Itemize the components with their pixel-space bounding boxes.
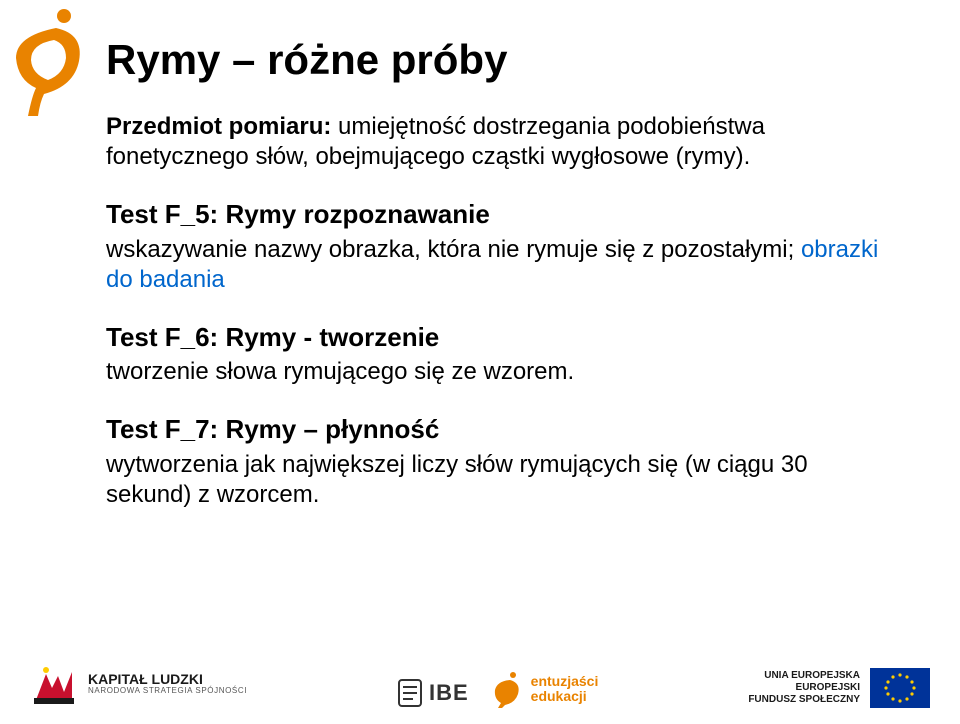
section-head: Test F_5: Rymy rozpoznawanie (106, 198, 896, 231)
eu-flag-icon (870, 668, 930, 708)
footer-right: UNIA EUROPEJSKA EUROPEJSKI FUNDUSZ SPOŁE… (748, 668, 930, 708)
section-f7: Test F_7: Rymy – płynność wytworzenia ja… (106, 413, 896, 510)
intro-lead: Przedmiot pomiaru: (106, 113, 331, 140)
section-detail: tworzenie słowa rymującego się ze wzorem… (106, 357, 896, 387)
section-f6: Test F_6: Rymy - tworzenie tworzenie sło… (106, 321, 896, 388)
section-detail: wskazywanie nazwy obrazka, która nie rym… (106, 235, 896, 295)
footer-left: KAPITAŁ LUDZKI NARODOWA STRATEGIA SPÓJNO… (30, 660, 247, 708)
kapital-ludzki-logo: KAPITAŁ LUDZKI NARODOWA STRATEGIA SPÓJNO… (30, 660, 247, 708)
entuzjasci-logo: entuzjaści edukacji (493, 670, 599, 708)
ibe-icon (397, 678, 423, 708)
footer-bar: KAPITAŁ LUDZKI NARODOWA STRATEGIA SPÓJNO… (0, 628, 960, 708)
slide-title: Rymy – różne próby (106, 36, 896, 84)
content-area: Rymy – różne próby Przedmiot pomiaru: um… (106, 36, 896, 536)
ibe-label: IBE (429, 680, 469, 706)
eu-line1: UNIA EUROPEJSKA (748, 670, 860, 682)
detail-text: wytworzenia jak największej liczy słów r… (106, 451, 808, 508)
entuzjasci-text: entuzjaści edukacji (531, 674, 599, 703)
ibe-logo: IBE (397, 678, 469, 708)
eu-line3: FUNDUSZ SPOŁECZNY (748, 694, 860, 706)
slide: Rymy – różne próby Przedmiot pomiaru: um… (0, 0, 960, 724)
kl-sub-label: NARODOWA STRATEGIA SPÓJNOŚCI (88, 687, 247, 695)
detail-text: tworzenie słowa rymującego się ze wzorem… (106, 358, 574, 385)
eu-logo: UNIA EUROPEJSKA EUROPEJSKI FUNDUSZ SPOŁE… (748, 668, 930, 708)
kl-icon (30, 660, 78, 708)
eu-line2: EUROPEJSKI (748, 682, 860, 694)
kl-text: KAPITAŁ LUDZKI NARODOWA STRATEGIA SPÓJNO… (88, 672, 247, 695)
ent-line2: edukacji (531, 689, 599, 704)
section-head: Test F_6: Rymy - tworzenie (106, 321, 896, 354)
footer-center: IBE entuzjaści edukacji (247, 670, 748, 708)
ent-line1: entuzjaści (531, 674, 599, 689)
section-f5: Test F_5: Rymy rozpoznawanie wskazywanie… (106, 198, 896, 295)
eu-text: UNIA EUROPEJSKA EUROPEJSKI FUNDUSZ SPOŁE… (748, 670, 860, 706)
kl-main-label: KAPITAŁ LUDZKI (88, 672, 247, 687)
entuzjasci-icon (493, 670, 523, 708)
brand-logo-icon (6, 6, 96, 116)
section-detail: wytworzenia jak największej liczy słów r… (106, 450, 896, 510)
section-head: Test F_7: Rymy – płynność (106, 413, 896, 446)
intro-paragraph: Przedmiot pomiaru: umiejętność dostrzega… (106, 112, 896, 172)
detail-text: wskazywanie nazwy obrazka, która nie rym… (106, 236, 801, 263)
